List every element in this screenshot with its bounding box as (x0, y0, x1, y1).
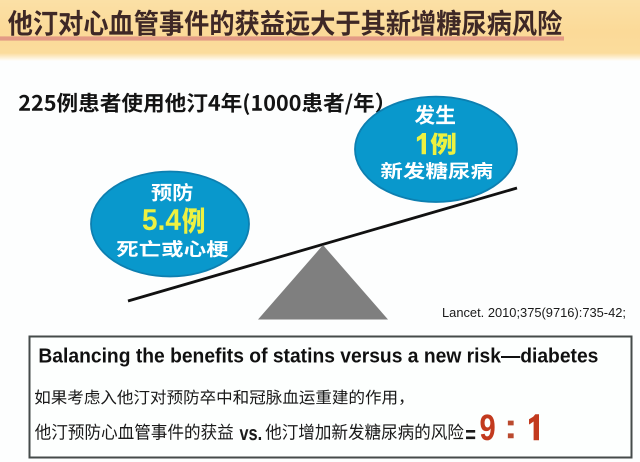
svg-text:Balancing the benefits of stat: Balancing the benefits of statins versus… (38, 345, 598, 367)
svg-text:Lancet. 2010;375(9716):735-42;: Lancet. 2010;375(9716):735-42; (442, 305, 626, 320)
